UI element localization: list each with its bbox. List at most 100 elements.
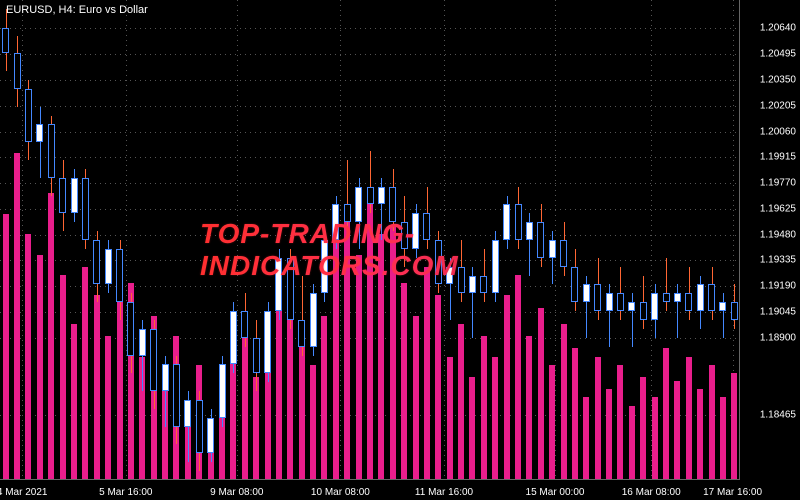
plot-area[interactable] — [0, 0, 740, 480]
y-axis-label: 1.20495 — [760, 49, 796, 60]
candle-body — [82, 178, 89, 240]
candle-body — [594, 284, 601, 311]
candle-body — [435, 240, 442, 284]
candle-body — [287, 258, 294, 320]
volume-bar — [526, 336, 532, 479]
candle-body — [663, 293, 670, 302]
x-axis: 4 Mar 20215 Mar 16:009 Mar 08:0010 Mar 0… — [0, 480, 740, 500]
candle-body — [93, 240, 100, 284]
candle-body — [310, 293, 317, 346]
y-axis-label: 1.20640 — [760, 23, 796, 34]
volume-bar — [663, 348, 669, 479]
y-axis-label: 1.19915 — [760, 152, 796, 163]
y-axis-label: 1.19625 — [760, 203, 796, 214]
volume-bar — [367, 193, 373, 479]
volume-bar — [71, 324, 77, 479]
candle-body — [492, 240, 499, 293]
candle-body — [298, 320, 305, 347]
volume-bar — [3, 214, 9, 479]
volume-bar — [344, 214, 350, 479]
y-axis-label: 1.19335 — [760, 255, 796, 266]
volume-bar — [606, 389, 612, 479]
candle-body — [2, 28, 9, 53]
candle-body — [685, 293, 692, 311]
x-axis-label: 17 Mar 16:00 — [703, 487, 762, 498]
volume-bar — [561, 324, 567, 479]
x-axis-label: 4 Mar 2021 — [0, 487, 47, 498]
volume-bar — [595, 357, 601, 479]
volume-bar — [549, 365, 555, 479]
candle-body — [617, 293, 624, 311]
candle-body — [275, 258, 282, 311]
y-axis-label: 1.19480 — [760, 229, 796, 240]
candle-body — [549, 240, 556, 258]
candle-body — [332, 204, 339, 240]
candle-body — [173, 364, 180, 426]
candle-body — [423, 213, 430, 240]
candle-body — [401, 222, 408, 249]
candle-body — [150, 329, 157, 391]
volume-bar — [356, 255, 362, 479]
volume-bar — [378, 234, 384, 479]
volume-bar — [469, 377, 475, 479]
x-axis-label: 16 Mar 08:00 — [622, 487, 681, 498]
volume-bar — [538, 308, 544, 479]
candle-body — [651, 293, 658, 320]
volume-bar — [253, 377, 259, 479]
volume-bar — [333, 242, 339, 479]
volume-bar — [709, 365, 715, 479]
candle-wick — [40, 107, 41, 178]
y-axis-label: 1.19045 — [760, 307, 796, 318]
candle-body — [458, 267, 465, 294]
candle-body — [719, 302, 726, 311]
candle-body — [367, 187, 374, 205]
candle-body — [469, 276, 476, 294]
volume-bar — [617, 365, 623, 479]
candle-body — [48, 124, 55, 177]
volume-bar — [14, 153, 20, 479]
candle-body — [162, 364, 169, 391]
volume-bar — [25, 234, 31, 479]
candle-body — [105, 249, 112, 285]
candle-body — [230, 311, 237, 364]
volume-bar — [390, 226, 396, 479]
x-axis-label: 15 Mar 00:00 — [526, 487, 585, 498]
volume-bar — [321, 316, 327, 479]
volume-bar — [48, 193, 54, 479]
y-axis-label: 1.18900 — [760, 332, 796, 343]
volume-bar — [492, 357, 498, 479]
candle-body — [674, 293, 681, 302]
candle-body — [36, 124, 43, 142]
candle-body — [628, 302, 635, 311]
y-axis-label: 1.20205 — [760, 100, 796, 111]
y-axis: 1.206401.204951.203501.202051.200601.199… — [740, 0, 800, 480]
volume-bar — [435, 295, 441, 479]
candle-body — [515, 204, 522, 240]
volume-bar — [504, 295, 510, 479]
candle-body — [219, 364, 226, 417]
candle-body — [503, 204, 510, 240]
candle-body — [708, 284, 715, 311]
candle-body — [139, 329, 146, 356]
y-axis-label: 1.20350 — [760, 75, 796, 86]
volume-bar — [640, 377, 646, 479]
volume-bar — [481, 336, 487, 479]
volume-bar — [572, 348, 578, 479]
chart-container: EURUSD, H4: Euro vs Dollar 1.206401.2049… — [0, 0, 800, 500]
volume-bar — [310, 365, 316, 479]
volume-bar — [697, 389, 703, 479]
volume-bar — [731, 373, 737, 479]
volume-bar — [276, 308, 282, 479]
candle-body — [378, 187, 385, 205]
volume-bar — [401, 283, 407, 479]
volume-bar — [60, 275, 66, 479]
volume-bar — [458, 324, 464, 479]
candle-body — [537, 222, 544, 258]
candle-body — [344, 204, 351, 222]
candle-body — [606, 293, 613, 311]
candle-body — [71, 178, 78, 214]
candle-body — [412, 213, 419, 249]
volume-bar — [82, 267, 88, 479]
candle-body — [355, 187, 362, 223]
candle-body — [731, 302, 738, 320]
